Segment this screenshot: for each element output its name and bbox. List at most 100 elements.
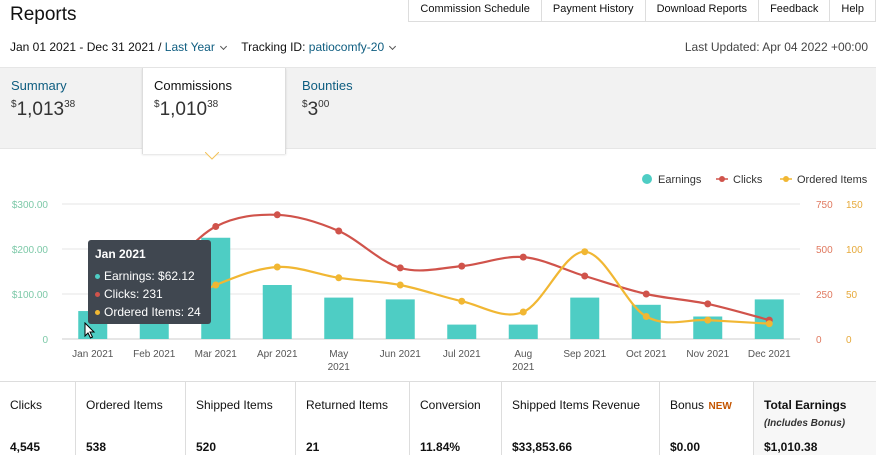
left-axis-tick: $100.00 <box>12 290 49 301</box>
chevron-down-icon[interactable] <box>389 42 397 51</box>
ordered-items-point <box>765 320 773 328</box>
clicks-point <box>519 253 527 261</box>
earnings-chart: Earnings Clicks Ordered Items $300.00 750 150… <box>12 174 868 373</box>
tracking-id-label: Tracking ID: <box>241 40 306 54</box>
right-axis-clicks-tick: 250 <box>816 290 833 301</box>
tab-bounties-amount: $300 <box>302 99 330 120</box>
help-link[interactable]: Help <box>830 0 876 22</box>
tab-summary[interactable]: Summary $1,01338 <box>0 68 142 150</box>
legend-earnings-marker <box>642 174 652 184</box>
ordered-items-point <box>273 263 281 271</box>
mouse-pointer-icon <box>84 322 96 339</box>
tab-summary-amount: $1,01338 <box>11 99 76 120</box>
tab-commissions[interactable]: Commissions $1,01038 <box>142 68 286 154</box>
x-axis-label: 2021 <box>328 362 351 373</box>
stat-ordered-items: Ordered Items 538 <box>76 382 186 455</box>
right-axis-orders-tick: 0 <box>846 335 852 346</box>
stat-shipped-items: Shipped Items 520 <box>186 382 296 455</box>
x-axis-label: Apr 2021 <box>257 349 298 360</box>
clicks-point <box>335 227 343 235</box>
stat-bonus: Bonus NEW $0.00 <box>660 382 754 455</box>
x-axis-label: Oct 2021 <box>626 349 667 360</box>
earnings-bar <box>262 285 292 339</box>
stat-shipped-items-revenue: Shipped Items Revenue $33,853.66 <box>502 382 660 455</box>
right-axis-clicks-tick: 750 <box>816 200 833 211</box>
clicks-point <box>458 262 466 270</box>
clicks-point <box>704 300 712 308</box>
tab-bounties-label: Bounties <box>302 78 353 93</box>
left-axis-tick: $300.00 <box>12 200 49 211</box>
ordered-items-point <box>335 274 343 282</box>
legend-clicks-label: Clicks <box>733 174 763 186</box>
right-axis-clicks-tick: 500 <box>816 245 833 256</box>
right-axis-orders-tick: 100 <box>846 245 863 256</box>
x-axis-label: Dec 2021 <box>748 349 791 360</box>
clicks-point <box>273 211 281 219</box>
left-axis-tick: $200.00 <box>12 245 49 256</box>
payment-history-link[interactable]: Payment History <box>541 0 646 22</box>
x-axis-label: Aug <box>514 349 532 360</box>
commission-schedule-link[interactable]: Commission Schedule <box>409 0 542 22</box>
tab-commissions-label: Commissions <box>154 78 233 93</box>
tooltip-clicks: Clicks: 231 <box>95 285 204 303</box>
earnings-bar <box>508 324 538 339</box>
tab-summary-label: Summary <box>11 78 67 93</box>
stat-returned-items: Returned Items 21 <box>296 382 410 455</box>
legend-ordered-items-label: Ordered Items <box>797 174 868 186</box>
ordered-items-point <box>581 248 589 256</box>
earnings-bar <box>447 324 477 339</box>
period-dropdown[interactable]: Last Year <box>164 40 215 54</box>
left-axis-tick: 0 <box>42 335 48 346</box>
legend-earnings-label: Earnings <box>658 174 702 186</box>
tooltip-earnings: Earnings: $62.12 <box>95 267 204 285</box>
x-axis-label: Sep 2021 <box>563 349 606 360</box>
x-axis-label: Jan 2021 <box>72 349 114 360</box>
tab-commissions-amount: $1,01038 <box>154 99 219 120</box>
page-title: Reports <box>10 4 77 25</box>
ordered-items-point <box>704 316 712 324</box>
earnings-bar <box>570 297 600 339</box>
clicks-point <box>212 223 220 230</box>
x-axis-label: Jul 2021 <box>443 349 481 360</box>
x-axis-label: Feb 2021 <box>133 349 176 360</box>
ordered-items-point <box>519 308 527 316</box>
tracking-id-dropdown[interactable]: patiocomfy-20 <box>308 40 385 54</box>
tooltip-title: Jan 2021 <box>95 247 146 261</box>
stat-total-earnings: Total Earnings (Includes Bonus) $1,010.38 <box>754 382 876 455</box>
earnings-bar <box>385 299 415 339</box>
x-axis-label: Mar 2021 <box>195 349 238 360</box>
x-axis-label: May <box>329 349 348 360</box>
tab-bounties[interactable]: Bounties $300 <box>291 68 441 150</box>
tooltip-ordered-items: Ordered Items: 24 <box>95 303 204 321</box>
ordered-items-point <box>396 281 404 289</box>
x-axis-label: 2021 <box>512 362 535 373</box>
ordered-items-point <box>458 297 466 305</box>
chart-tooltip: Jan 2021 Earnings: $62.12 Clicks: 231 Or… <box>88 240 211 324</box>
earnings-bar <box>324 297 354 339</box>
right-axis-orders-tick: 150 <box>846 200 863 211</box>
ordered-items-point <box>642 313 650 320</box>
x-axis-label: Jun 2021 <box>380 349 422 360</box>
stat-conversion: Conversion 11.84% <box>410 382 502 455</box>
date-range-text: Jan 01 2021 - Dec 31 2021 / <box>10 40 162 54</box>
top-links: Commission Schedule Payment History Down… <box>408 0 876 22</box>
new-badge: NEW <box>708 401 732 412</box>
filter-row: Jan 01 2021 - Dec 31 2021 / Last Year Tr… <box>10 40 401 54</box>
stat-clicks: Clicks 4,545 <box>0 382 76 455</box>
report-tabs: Summary $1,01338 Commissions $1,01038 Bo… <box>0 67 876 154</box>
clicks-point <box>581 272 589 280</box>
right-axis-orders-tick: 50 <box>846 290 858 301</box>
clicks-point <box>396 264 404 272</box>
summary-stats: Clicks 4,545 Ordered Items 538 Shipped Ite… <box>0 381 876 455</box>
x-axis-label: Nov 2021 <box>686 349 729 360</box>
earnings-bar <box>631 304 661 339</box>
chevron-down-icon[interactable] <box>219 42 227 51</box>
clicks-point <box>642 290 650 298</box>
right-axis-clicks-tick: 0 <box>816 335 822 346</box>
active-tab-caret-icon <box>205 152 219 160</box>
legend-ordered-items-marker <box>783 176 789 182</box>
download-reports-link[interactable]: Download Reports <box>645 0 760 22</box>
ordered-items-point <box>212 281 220 289</box>
earnings-bar <box>693 316 723 339</box>
feedback-link[interactable]: Feedback <box>759 0 831 22</box>
